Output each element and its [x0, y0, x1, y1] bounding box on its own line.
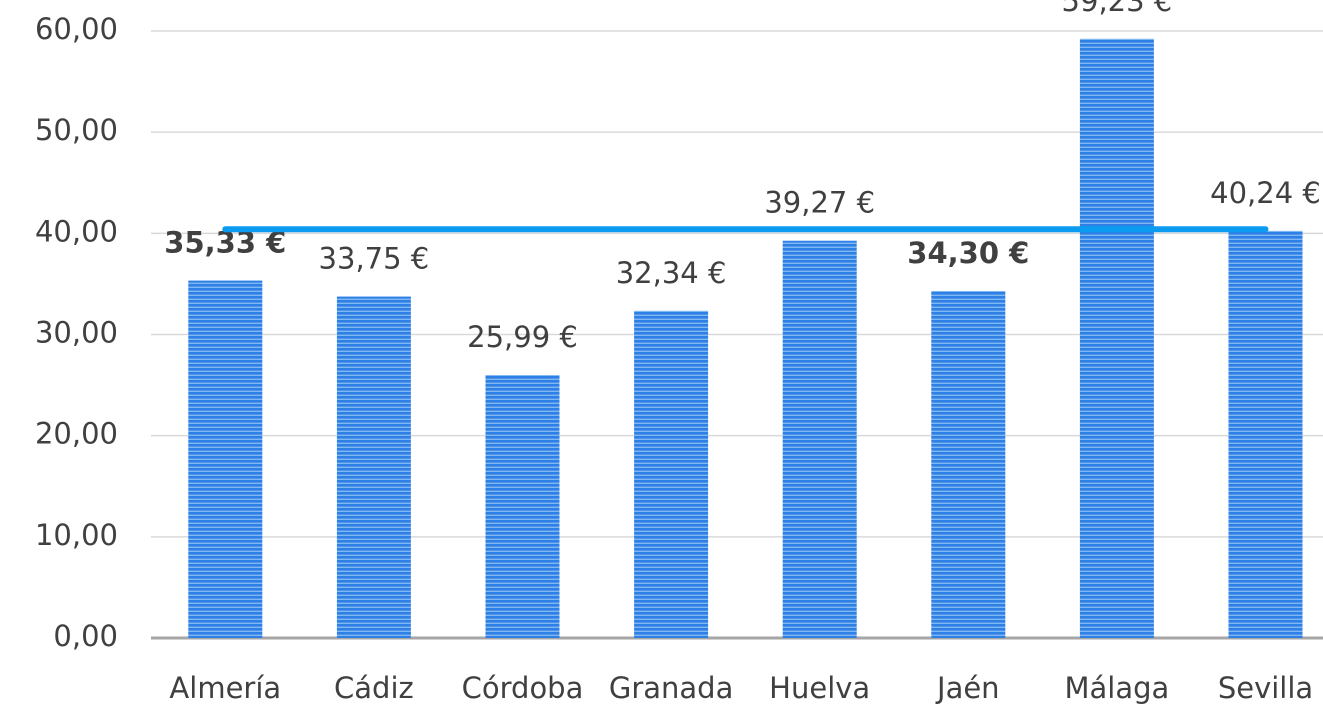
bar [1228, 230, 1303, 638]
x-tick-label: Granada [609, 671, 734, 705]
bar [188, 280, 263, 638]
bar [1079, 38, 1154, 638]
x-tick-label: Córdoba [462, 671, 584, 705]
value-label: 34,30 € [907, 236, 1029, 270]
bar [782, 240, 857, 638]
value-label: 39,27 € [764, 186, 875, 220]
y-tick-label: 10,00 [35, 518, 118, 552]
x-tick-label: Málaga [1064, 671, 1169, 705]
value-label: 33,75 € [319, 242, 430, 276]
x-tick-label: Cádiz [334, 671, 414, 705]
x-tick-label: Almería [169, 671, 281, 705]
bar [336, 296, 411, 638]
value-label: 25,99 € [467, 320, 578, 354]
y-tick-label: 20,00 [35, 417, 118, 451]
bar [634, 310, 709, 638]
x-tick-label: Sevilla [1218, 671, 1313, 705]
value-label: 59,23 € [1062, 0, 1173, 18]
x-tick-label: Huelva [769, 671, 870, 705]
y-tick-label: 60,00 [35, 12, 118, 46]
y-tick-label: 40,00 [35, 214, 118, 248]
y-tick-label: 50,00 [35, 113, 118, 147]
bar [485, 375, 560, 638]
value-label: 40,24 € [1210, 176, 1321, 210]
bar [931, 290, 1006, 638]
value-label: 32,34 € [616, 256, 727, 290]
x-tick-label: Jaén [935, 671, 1000, 705]
y-tick-label: 30,00 [35, 316, 118, 350]
y-tick-label: 0,00 [53, 619, 118, 653]
